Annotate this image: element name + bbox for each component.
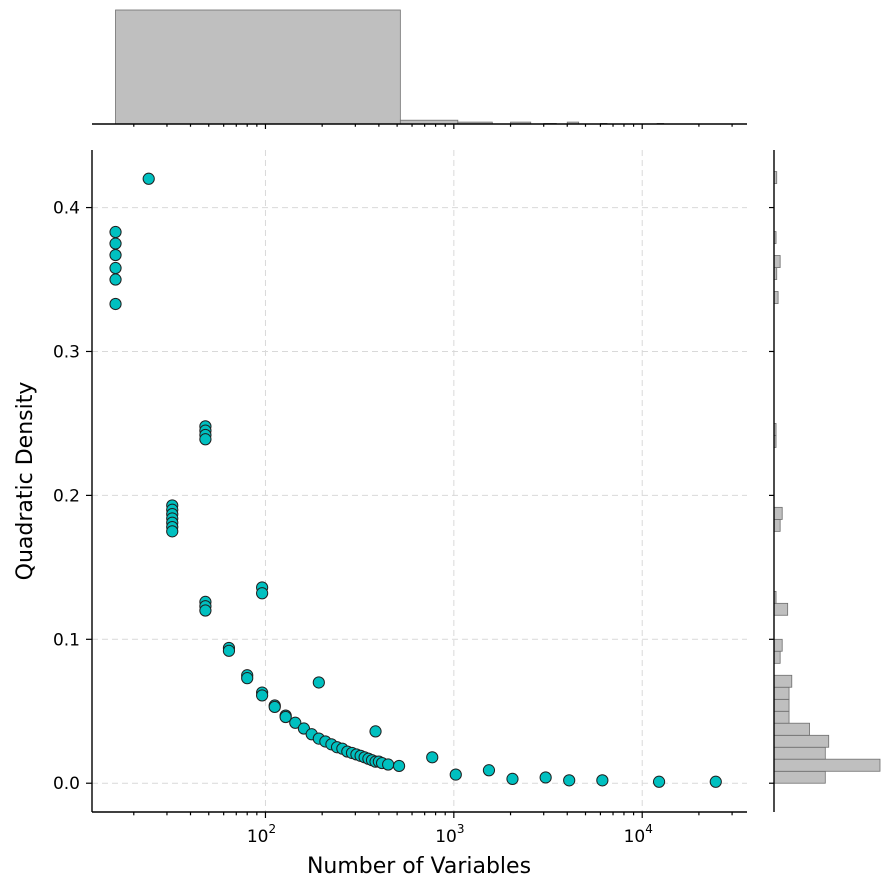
scatter-point <box>652 775 666 788</box>
scatter-point <box>199 433 212 446</box>
scatter-point <box>241 672 254 685</box>
scatter-point <box>426 751 439 764</box>
scatter-point <box>312 676 325 689</box>
scatter-point <box>109 225 122 239</box>
y-hist-bar <box>773 758 881 772</box>
marginal-y-histogram <box>769 150 881 812</box>
scatter-point <box>369 725 382 738</box>
y-hist-bar <box>773 722 810 736</box>
y-hist-bar <box>773 734 830 748</box>
x-hist-bar <box>115 9 401 125</box>
grid-lines <box>92 150 747 812</box>
axes-spines <box>91 150 747 813</box>
scatter-point <box>256 689 269 702</box>
scatter-point <box>142 172 155 185</box>
axis-ticks: 0.0 0.1 0.2 0.3 0.4 102 103 104 <box>53 199 733 847</box>
y-tick-label: 0.3 <box>53 342 80 362</box>
scatter-point <box>109 237 122 250</box>
y-hist-bar <box>773 506 783 520</box>
scatter-point <box>279 710 292 724</box>
y-hist-bar <box>773 770 826 784</box>
y-hist-bar <box>773 686 790 700</box>
marginal-x-histogram <box>92 9 747 129</box>
y-hist-bar <box>773 674 793 688</box>
y-hist-bar <box>773 710 790 724</box>
y-tick-label: 0.2 <box>53 486 80 506</box>
scatter-point <box>482 764 496 777</box>
y-hist-bar <box>773 255 781 268</box>
scatter-point <box>109 297 122 311</box>
y-tick-label: 0.0 <box>53 774 80 794</box>
y-tick-label: 0.1 <box>53 630 80 650</box>
scatter-point <box>596 774 609 787</box>
scatter-point <box>109 261 122 275</box>
scatter-point <box>289 716 302 729</box>
scatter-point <box>709 775 722 788</box>
y-hist-bar <box>773 650 781 664</box>
x-tick-label: 104 <box>624 822 653 847</box>
x-axis-title: Number of Variables <box>307 854 531 879</box>
x-tick-label: 103 <box>435 822 464 847</box>
scatter-point <box>166 525 179 538</box>
scatter-point <box>109 273 122 286</box>
scatter-plot-area: 0.0 0.1 0.2 0.3 0.4 102 103 104 <box>53 150 747 847</box>
scatter-point <box>539 771 552 784</box>
y-hist-bar <box>773 698 790 712</box>
scatter-point <box>392 759 406 773</box>
scatter-point <box>449 768 462 781</box>
y-tick-label: 0.4 <box>53 199 80 219</box>
y-hist-bar <box>773 638 783 652</box>
scatter-point <box>199 604 212 617</box>
scatter-point <box>109 248 122 262</box>
scatter-point <box>563 774 576 787</box>
scatter-point <box>256 587 269 600</box>
y-hist-bar <box>773 602 789 616</box>
y-hist-bar <box>773 519 781 532</box>
scatter-point <box>382 758 395 771</box>
scatter-points <box>109 172 722 788</box>
scatter-point <box>506 772 519 786</box>
y-axis-title: Quadratic Density <box>13 382 38 581</box>
x-tick-label: 102 <box>247 822 276 847</box>
y-hist-bar <box>773 746 826 760</box>
scatter-point <box>222 644 236 657</box>
scatter-point <box>268 700 281 714</box>
